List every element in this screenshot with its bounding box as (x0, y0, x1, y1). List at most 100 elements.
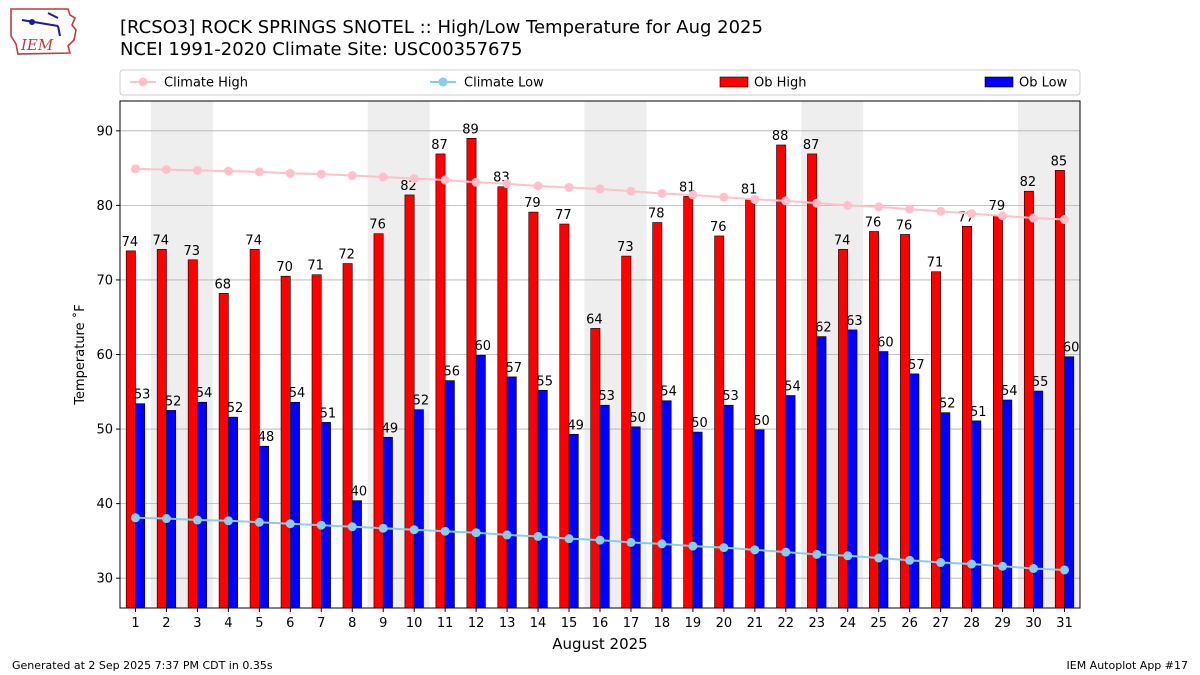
ob-low-label: 54 (196, 386, 213, 401)
climate-high-point (161, 165, 171, 175)
ob-high-label: 72 (338, 248, 355, 263)
legend-ob-high-label: Ob High (754, 76, 807, 91)
climate-high-point (564, 182, 574, 192)
ob-low-bar (909, 373, 920, 609)
ob-low-bar (816, 336, 827, 609)
climate-high-point (936, 206, 946, 216)
ob-low-bar (259, 445, 269, 609)
x-axis-label: August 2025 (552, 635, 647, 653)
chart-title: [RCSO3] ROCK SPRINGS SNOTEL :: High/Low … (120, 17, 763, 38)
legend-ob-low-swatch (984, 76, 1014, 88)
ob-high-bar (621, 255, 632, 609)
ob-high-bar (249, 249, 260, 609)
climate-low-point (316, 520, 326, 530)
climate-high-point (347, 171, 357, 181)
ob-low-label: 52 (413, 394, 430, 409)
climate-high-point (750, 194, 760, 204)
ob-low-label: 60 (1063, 341, 1080, 356)
ob-low-bar (475, 354, 486, 609)
ob-high-label: 73 (184, 244, 201, 259)
climate-high-point (998, 211, 1008, 221)
ob-high-bar (156, 249, 167, 609)
ob-low-bar (413, 409, 424, 609)
x-tick-label: 20 (716, 616, 733, 631)
climate-high-point (533, 181, 543, 191)
y-axis-label: Temperature ˚F (72, 304, 88, 405)
x-tick-label: 16 (592, 616, 609, 631)
ob-high-bar (1023, 190, 1034, 609)
climate-high-point (440, 175, 450, 185)
ob-low-label: 53 (598, 389, 615, 404)
ob-low-bar (1033, 390, 1044, 609)
x-tick-label: 5 (255, 616, 263, 631)
ob-high-bar (931, 271, 941, 609)
legend-climate-low-marker (438, 77, 448, 87)
climate-low-point (750, 545, 760, 555)
ob-high-label: 79 (989, 199, 1006, 214)
ob-low-bar (568, 433, 579, 609)
climate-high-point (719, 192, 729, 202)
x-tick-label: 13 (499, 616, 516, 631)
ob-low-bar (135, 403, 146, 609)
generated-footer: Generated at 2 Sep 2025 7:37 PM CDT in 0… (12, 659, 273, 672)
ob-high-bar (807, 153, 818, 609)
ob-low-label: 52 (939, 397, 956, 412)
ob-low-bar (847, 329, 858, 609)
logo-text: IEM (20, 36, 54, 54)
x-tick-label: 12 (468, 616, 485, 631)
ob-high-bar (869, 231, 880, 609)
x-tick-label: 22 (778, 616, 795, 631)
climate-high-point (502, 179, 512, 189)
ob-low-label: 50 (691, 416, 708, 431)
ob-high-label: 81 (741, 183, 758, 198)
climate-low-point (161, 514, 171, 524)
x-tick-label: 11 (437, 616, 454, 631)
ob-low-bar (537, 389, 548, 609)
ob-low-label: 54 (289, 386, 306, 401)
ob-high-bar (559, 223, 570, 609)
y-tick-label: 40 (96, 497, 113, 512)
ob-high-label: 76 (369, 218, 386, 233)
x-tick-label: 24 (839, 616, 856, 631)
climate-low-point (843, 551, 853, 561)
ob-low-bar (785, 395, 796, 609)
climate-high-point (843, 200, 853, 210)
climate-high-point (285, 168, 295, 178)
legend-climate-low-label: Climate Low (464, 76, 544, 91)
climate-high-point (657, 188, 667, 198)
climate-low-point (967, 559, 977, 569)
y-tick-label: 60 (96, 348, 113, 363)
ob-high-bar (1054, 170, 1065, 609)
climate-high-point (688, 190, 698, 200)
ob-low-bar (661, 400, 672, 609)
ob-high-label: 85 (1051, 154, 1068, 169)
y-tick-label: 90 (96, 124, 113, 139)
climate-low-point (533, 531, 543, 541)
ob-low-label: 57 (505, 361, 522, 376)
ob-low-bar (940, 412, 951, 609)
ob-high-bar (125, 250, 136, 609)
ob-low-label: 49 (567, 418, 584, 433)
ob-low-label: 40 (351, 485, 368, 500)
x-tick-label: 26 (901, 616, 918, 631)
ob-high-bar (900, 234, 910, 609)
climate-low-point (192, 515, 202, 525)
ob-low-bar (290, 401, 300, 609)
ob-low-label: 54 (784, 380, 801, 395)
climate-low-point (378, 523, 388, 533)
app-footer: IEM Autoplot App #17 (1066, 659, 1189, 672)
climate-low-point (688, 541, 698, 551)
y-tick-label: 70 (96, 273, 113, 288)
ob-high-label: 76 (710, 220, 727, 235)
ob-high-label: 87 (803, 138, 820, 153)
ob-low-bar (723, 404, 734, 609)
climate-high-point (130, 164, 140, 174)
ob-high-label: 74 (122, 235, 139, 250)
ob-high-label: 71 (927, 256, 944, 271)
climate-high-point (1060, 215, 1070, 225)
ob-low-bar (444, 380, 455, 609)
ob-high-label: 78 (648, 207, 665, 222)
x-tick-label: 9 (379, 616, 387, 631)
legend-box (119, 69, 1081, 96)
ob-high-bar (652, 222, 663, 609)
